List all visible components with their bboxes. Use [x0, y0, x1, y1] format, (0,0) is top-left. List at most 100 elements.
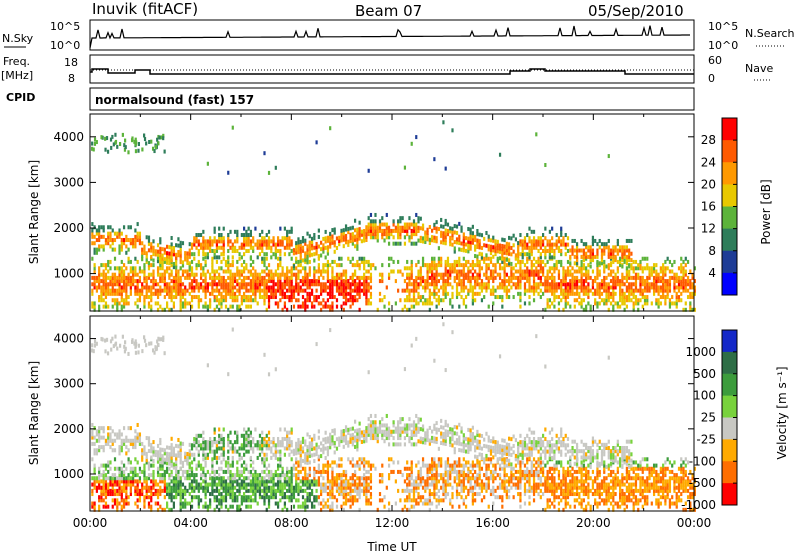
power-cell [336, 273, 338, 277]
power-cell [182, 301, 184, 305]
velocity-cell [157, 502, 159, 506]
power-cell [159, 237, 161, 241]
velocity-cell [114, 432, 116, 436]
nave-right-tick-top: 60 [708, 54, 722, 67]
power-cell [338, 273, 340, 277]
power-cell [109, 232, 111, 236]
power-cell [440, 285, 442, 289]
power-cell [465, 305, 467, 309]
power-cell [137, 279, 139, 283]
velocity-cell [268, 437, 270, 441]
power-cell [202, 230, 204, 234]
power-cell [94, 276, 96, 280]
power-cell [315, 289, 317, 293]
power-cell [123, 270, 125, 274]
velocity-cell [127, 457, 129, 461]
velocity-cell [241, 479, 243, 483]
power-cell [214, 270, 216, 274]
velocity-cell [152, 492, 154, 496]
power-cell [574, 276, 576, 280]
power-cell [528, 301, 530, 305]
power-cell [243, 227, 245, 231]
power-cell [465, 236, 467, 240]
power-cell [596, 301, 598, 305]
power-cell [551, 266, 553, 270]
velocity-cell [189, 443, 191, 447]
velocity-cell [320, 502, 322, 506]
power-cell [94, 142, 96, 146]
power-cell [565, 233, 567, 237]
power-cell [254, 227, 256, 231]
power-cell [263, 236, 265, 240]
power-cell [537, 292, 539, 296]
velocity-cell [168, 467, 170, 471]
power-cell [576, 276, 578, 280]
power-cell [157, 282, 159, 286]
velocity-cell [318, 502, 320, 506]
velocity-cell [141, 442, 143, 446]
power-cell [460, 279, 462, 283]
velocity-cell [189, 492, 191, 496]
power-cell [118, 266, 120, 270]
velocity-cell [325, 431, 327, 435]
power-cell [209, 282, 211, 286]
velocity-cell [238, 446, 240, 450]
velocity-cell [177, 444, 179, 448]
velocity-cell [193, 495, 195, 499]
velocity-cell [139, 432, 141, 436]
power-cell [578, 292, 580, 296]
velocity-cell [263, 470, 265, 474]
velocity-cell [121, 439, 123, 443]
power-cell [483, 282, 485, 286]
velocity-cell [327, 505, 329, 509]
power-cell [103, 270, 105, 274]
velocity-cell [236, 505, 238, 509]
power-cell [227, 171, 229, 175]
power-cell [266, 266, 268, 270]
power-cell [304, 298, 306, 302]
velocity-cell [311, 479, 313, 483]
power-cell [472, 273, 474, 277]
power-cell [94, 301, 96, 305]
power-cell [660, 285, 662, 289]
velocity-cell [304, 498, 306, 502]
velocity-cell [214, 427, 216, 431]
power-cell [528, 236, 530, 240]
power-cell [562, 236, 564, 240]
power-cell [411, 142, 413, 146]
velocity-cell [252, 498, 254, 502]
power-cell [309, 279, 311, 283]
power-cell [633, 266, 635, 270]
freq-label-1: Freq. [3, 55, 30, 68]
power-cell [614, 255, 616, 259]
velocity-cell [261, 470, 263, 474]
velocity-cell [134, 457, 136, 461]
power-cell [540, 236, 542, 240]
power-cell [528, 270, 530, 274]
velocity-cell [320, 454, 322, 458]
power-cell [232, 255, 234, 259]
power-cell [309, 260, 311, 264]
velocity-cell [236, 460, 238, 464]
power-cell [164, 248, 166, 252]
power-cell [214, 249, 216, 253]
power-cell [506, 273, 508, 277]
velocity-cell [184, 498, 186, 502]
power-cell [617, 249, 619, 253]
power-cell [673, 273, 675, 277]
velocity-cell [191, 479, 193, 483]
velocity-cell [270, 440, 272, 444]
power-cell [100, 285, 102, 289]
power-cell [479, 239, 481, 243]
power-cell [127, 225, 129, 229]
velocity-cell [118, 445, 120, 449]
power-cell [599, 301, 601, 305]
power-cell [413, 305, 415, 309]
power-cell [479, 282, 481, 286]
power-cell [107, 260, 109, 264]
velocity-cell [91, 457, 93, 461]
velocity-cell [313, 453, 315, 457]
velocity-cell [114, 448, 116, 452]
power-cell [250, 279, 252, 283]
power-cell [191, 243, 193, 247]
